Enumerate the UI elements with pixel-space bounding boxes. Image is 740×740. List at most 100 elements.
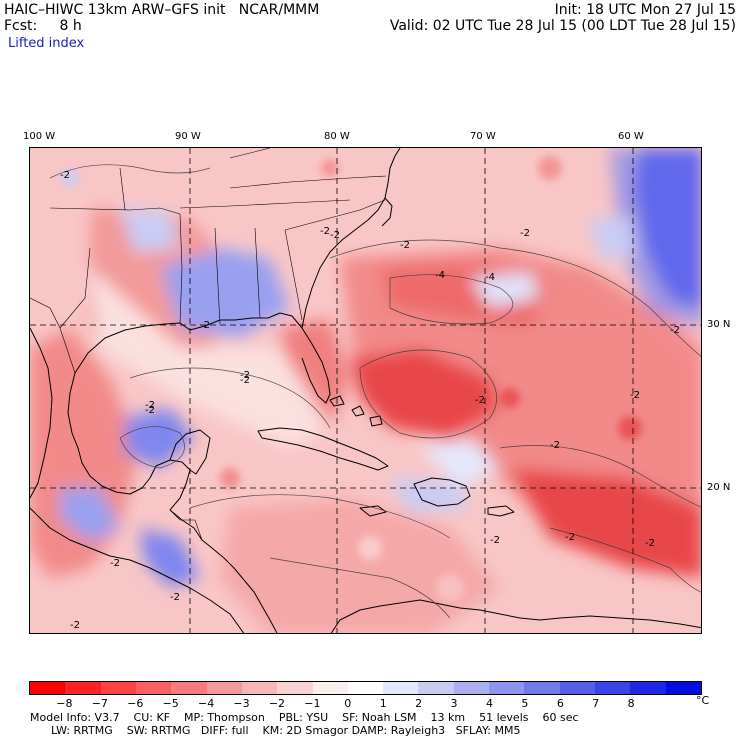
- colorbar-cell: [312, 682, 348, 694]
- colorbar-tick-label: 0: [344, 697, 352, 710]
- speckle-3: [321, 159, 339, 177]
- speckle-1: [60, 168, 80, 188]
- colorbar-cell: [383, 682, 419, 694]
- lat-label-20n: 20 N: [707, 482, 731, 493]
- colorbar-unit: °C: [696, 694, 710, 707]
- speckle-7: [500, 388, 520, 408]
- coast-south-america: [330, 599, 701, 633]
- lon-label-90w: 90 W: [175, 131, 201, 142]
- lon-label-100w: 100 W: [23, 131, 56, 142]
- field-name: Lifted index: [8, 36, 85, 51]
- latlon-grid: [30, 148, 701, 633]
- contours: [49, 164, 701, 619]
- colorbar-tick-label: −2: [268, 697, 286, 710]
- contour-label: -2: [475, 395, 485, 406]
- coast-outer-banks: [381, 197, 393, 227]
- field-pos-gulf-center: [125, 408, 195, 468]
- coast-bahamas-2: [351, 405, 365, 417]
- lon-label-60w: 60 W: [618, 131, 644, 142]
- contour-label: -2: [70, 620, 80, 631]
- colorbar-cell: [277, 682, 313, 694]
- contour-label: -2: [520, 228, 530, 239]
- contour-label: -2: [110, 558, 120, 569]
- field-neutral-gulf: [90, 268, 330, 448]
- border-kentucky: [229, 148, 271, 159]
- contour-label: -2: [400, 240, 410, 251]
- speckle-4: [436, 574, 464, 602]
- border-oklahoma: [119, 167, 126, 211]
- colorbar-cell: [418, 682, 454, 694]
- contour-label: -2: [145, 405, 155, 416]
- lat-label-30n: 30 N: [707, 319, 731, 330]
- field-pos-atlantic-patch: [470, 273, 540, 308]
- border-virginia: [229, 175, 387, 189]
- colorbar-tick-label: −4: [197, 697, 215, 710]
- border-alabama: [254, 227, 261, 319]
- colorbar-cell: [665, 682, 701, 694]
- field-pos-mexico-coast: [60, 488, 120, 543]
- contour-3: [499, 445, 701, 508]
- forecast-hour: Fcst: 8 h: [4, 18, 82, 34]
- colorbar-cell: [524, 682, 560, 694]
- coast-bahamas-1: [329, 395, 345, 407]
- colorbar-tick-label: 3: [450, 697, 458, 710]
- init-time: Init: 18 UTC Mon 27 Jul 15: [554, 2, 736, 18]
- border-louisiana: [179, 213, 183, 325]
- colorbar-cell: [135, 682, 172, 694]
- speckle-2: [538, 156, 562, 180]
- contour-label: -2: [330, 230, 340, 241]
- colorbar-cell: [347, 682, 384, 694]
- valid-time: Valid: 02 UTC Tue 28 Jul 15 (00 LDT Tue …: [389, 18, 736, 34]
- contour-label: -2: [145, 400, 155, 411]
- colorbar-cell: [630, 682, 666, 694]
- model-info-line1: Model Info: V3.7 CU: KF MP: Thompson PBL…: [30, 711, 579, 724]
- contour-8: [549, 527, 701, 593]
- contour-label: -2: [60, 170, 70, 181]
- colorbar-cell: [489, 682, 525, 694]
- model-title: HAIC–HIWC 13km ARW–GFS init NCAR/MMM: [4, 2, 320, 18]
- lon-label-80w: 80 W: [324, 131, 350, 142]
- field-pos-north-texas: [120, 208, 180, 253]
- coast-baja-west: [30, 327, 53, 499]
- contour-label: -2: [200, 320, 210, 331]
- colorbar-cell: [30, 682, 66, 694]
- colorbar-tick-label: 2: [415, 697, 423, 710]
- border-georgia: [284, 229, 303, 321]
- colorbar-tick-label: −8: [56, 697, 73, 710]
- colorbar: [29, 681, 702, 695]
- state-borders: [30, 148, 387, 541]
- speckle-8: [618, 416, 642, 440]
- colorbar-tick-label: 5: [521, 697, 529, 710]
- contour-label: -2: [630, 390, 640, 401]
- field-pos-central-am: [140, 528, 200, 588]
- coast-mexico-pacific: [30, 507, 245, 633]
- colorbar-cell: [65, 682, 101, 694]
- colorbar-tick-label: −5: [162, 697, 179, 710]
- contour-label: -4: [435, 270, 445, 281]
- lifted-index-map[interactable]: -2 -2 -2 -2 -2 -2 -2 -2 -4 -4 -2 -2 -2 -…: [29, 147, 702, 634]
- border-mexico-inner: [59, 247, 91, 329]
- contour-label: -2: [320, 226, 330, 237]
- colorbar-tick-label: −7: [91, 697, 108, 710]
- border-texas-north: [49, 207, 181, 215]
- contour-label: -2: [550, 440, 560, 451]
- colorbar-cell: [171, 682, 207, 694]
- contour-label: -2: [565, 532, 575, 543]
- contour-label: -2: [240, 370, 250, 381]
- model-info-line2: LW: RRTMG SW: RRTMG DIFF: full KM: 2D Sm…: [30, 724, 521, 737]
- field-pos-east-patch: [590, 218, 635, 258]
- coast-bahamas-3: [369, 415, 383, 427]
- field-neg-bahamas: [350, 348, 500, 438]
- contour-label: -2: [670, 325, 680, 336]
- contour-label: -2: [240, 375, 250, 386]
- coast-hispaniola: [413, 477, 471, 507]
- colorbar-cell: [559, 682, 595, 694]
- border-mississippi: [214, 227, 221, 325]
- contour-4: [129, 367, 331, 429]
- border-carolinas: [284, 199, 386, 231]
- colorbar-tick-label: 6: [556, 697, 564, 710]
- contour-1: [329, 239, 701, 357]
- lon-label-70w: 70 W: [470, 131, 496, 142]
- colorbar-cell: [595, 682, 631, 694]
- coast-central-am: [169, 509, 278, 633]
